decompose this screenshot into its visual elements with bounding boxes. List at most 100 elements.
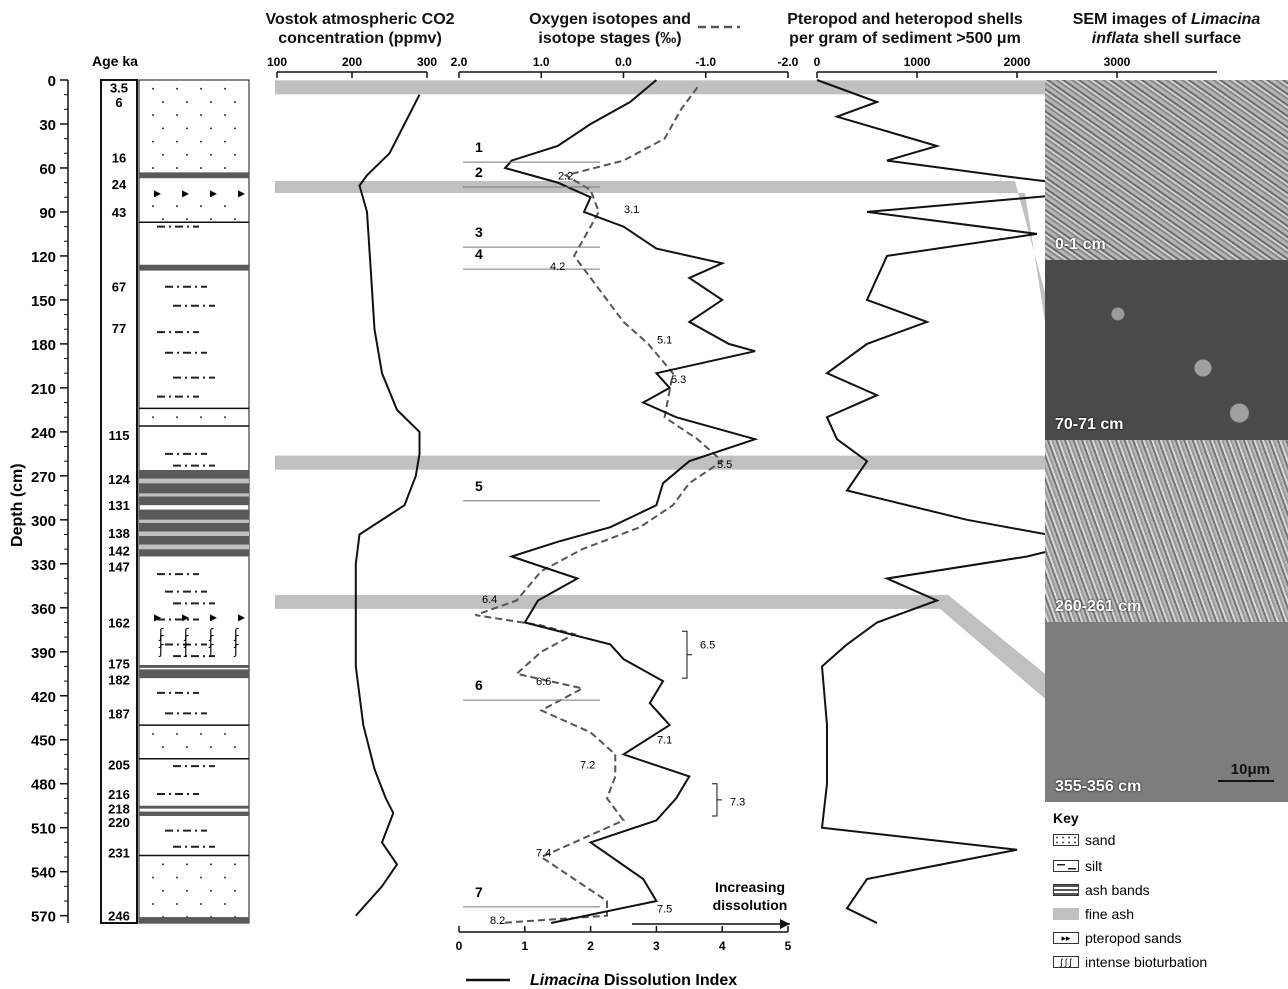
dissolution-tick-label: 5 xyxy=(785,939,792,953)
co2-header-line1: Vostok atmospheric CO2 xyxy=(265,11,455,28)
depth-tick-label: 150 xyxy=(31,293,56,310)
ash-band xyxy=(139,669,249,679)
marine-stage-label: 7 xyxy=(475,884,483,900)
sand-dot xyxy=(200,87,202,90)
key-label-sand: sand xyxy=(1085,832,1116,848)
sand-dot xyxy=(210,100,212,103)
substage-label: 7.1 xyxy=(657,735,672,747)
sand-dot xyxy=(162,218,164,221)
key-label-ash: ash bands xyxy=(1085,882,1150,898)
substage-label: 4.2 xyxy=(550,261,565,273)
dissolution-series-line xyxy=(503,79,759,924)
age-label: 6 xyxy=(115,95,122,110)
sand-dot xyxy=(210,863,212,866)
ash-band xyxy=(139,811,249,816)
sand-dot xyxy=(176,87,178,90)
pteropod-sand-symbol: ▸ xyxy=(238,186,245,202)
sand-dot xyxy=(176,166,178,169)
ash-band xyxy=(139,535,249,545)
sand-dot xyxy=(234,889,236,892)
depth-tick-label: 510 xyxy=(31,821,56,838)
dissolution-annotation-line1: Increasing xyxy=(715,879,785,895)
depth-tick-label: 420 xyxy=(31,689,56,706)
bioturbation-symbol: ʃ xyxy=(233,627,239,642)
bioturbation-symbol: ʃ xyxy=(208,643,214,658)
isotope-tick-label: 2.0 xyxy=(451,55,468,69)
sem-image-label: 355-356 cm xyxy=(1055,778,1142,795)
co2-header: Vostok atmospheric CO2 concentration (pp… xyxy=(245,10,475,48)
dissolution-tick-label: 4 xyxy=(719,939,726,953)
dissolution-tick-label: 1 xyxy=(521,939,528,953)
sand-dot xyxy=(162,100,164,103)
sand-dot xyxy=(152,205,154,208)
sand-dot xyxy=(234,153,236,156)
age-label: 205 xyxy=(108,758,130,773)
co2-header-line2: concentration (ppmv) xyxy=(278,30,442,47)
sand-dot xyxy=(186,218,188,221)
co2-tick-label: 100 xyxy=(267,55,287,69)
ash-swatch xyxy=(1053,884,1079,896)
depth-tick-label: 360 xyxy=(31,601,56,618)
substage-label: 7.4 xyxy=(536,848,551,860)
age-label: 24 xyxy=(112,177,127,192)
age-label: 138 xyxy=(108,526,130,541)
key-item-fine-ash: fine ash xyxy=(1053,904,1134,924)
isotope-header-line2: isotope stages (‰) xyxy=(538,30,682,47)
sand-dot xyxy=(224,166,226,169)
sand-dot xyxy=(200,205,202,208)
key-item-pteropod-sands: ▸▸ pteropod sands xyxy=(1053,928,1182,948)
pteropod-sand-symbol: ▸ xyxy=(210,186,217,202)
sand-dot xyxy=(234,746,236,749)
depth-tick-label: 240 xyxy=(31,425,56,442)
age-label: 3.5 xyxy=(110,80,128,95)
fine-ash-layer xyxy=(275,80,1045,95)
age-label: 182 xyxy=(108,673,130,688)
age-label: 187 xyxy=(108,706,130,721)
sand-dot xyxy=(234,218,236,221)
sem-header-line2: inflata shell surface xyxy=(1045,29,1288,48)
sand-dot xyxy=(234,863,236,866)
sand-dot xyxy=(186,127,188,130)
depth-tick-label: 270 xyxy=(31,469,56,486)
fine-ash-band xyxy=(139,544,249,550)
age-label: 231 xyxy=(108,846,130,861)
sand-dot xyxy=(186,916,188,919)
age-label: 131 xyxy=(108,498,130,513)
sem-image-70-71cm: 70-71 cm xyxy=(1045,260,1288,440)
bioturbation-symbol: ʃ xyxy=(233,643,239,658)
ash-band xyxy=(139,469,249,479)
sand-dot xyxy=(176,902,178,905)
depth-tick-label: 390 xyxy=(31,645,56,662)
isotope-tick-label: -1.0 xyxy=(695,55,716,69)
substage-label: 7.2 xyxy=(580,760,595,772)
sand-dot xyxy=(152,902,154,905)
depth-tick-label: 30 xyxy=(39,117,56,134)
bioturbation-symbol: ʃ xyxy=(183,643,189,658)
sand-dot xyxy=(224,140,226,143)
ash-band xyxy=(139,496,249,506)
age-label: 218 xyxy=(108,802,130,817)
pteropod-sand-symbol: ▸ xyxy=(154,186,161,202)
pteropod-tick-label: 3000 xyxy=(1104,55,1131,69)
dissolution-arrow-head xyxy=(780,919,790,929)
ash-band xyxy=(139,172,249,179)
fine-ash-band xyxy=(139,519,249,523)
dissolution-annotation-line2: dissolution xyxy=(713,897,788,913)
sand-dot xyxy=(210,153,212,156)
bioturbation-swatch: ʃ ʃ ʃ xyxy=(1053,956,1079,968)
sand-dot xyxy=(210,889,212,892)
sand-dot xyxy=(200,166,202,169)
sand-dot xyxy=(152,114,154,117)
substage-label: 6.6 xyxy=(536,676,551,688)
sand-dot xyxy=(224,87,226,90)
fine-ash-layer xyxy=(275,455,1045,470)
bioturbation-symbol: ʃ xyxy=(208,634,214,649)
isotope-header-line1: Oxygen isotopes and xyxy=(529,11,691,28)
depth-tick-label: 330 xyxy=(31,557,56,574)
marine-stage-label: 6 xyxy=(475,677,483,693)
substage-label: 5.5 xyxy=(717,459,732,471)
sand-dot xyxy=(176,140,178,143)
depth-tick-label: 60 xyxy=(39,161,56,178)
age-label: 43 xyxy=(112,205,126,220)
sand-dot xyxy=(186,153,188,156)
